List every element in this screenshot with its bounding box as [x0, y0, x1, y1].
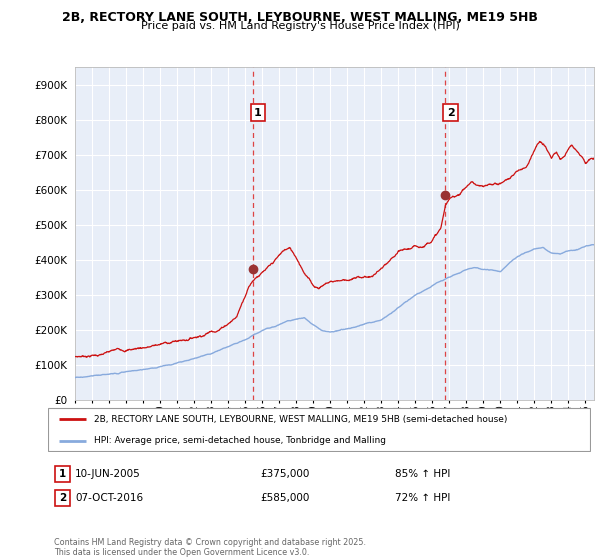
Text: 72% ↑ HPI: 72% ↑ HPI [395, 493, 450, 503]
Text: £585,000: £585,000 [261, 493, 310, 503]
Text: £375,000: £375,000 [261, 469, 310, 479]
Text: 85% ↑ HPI: 85% ↑ HPI [395, 469, 450, 479]
Text: 10-JUN-2005: 10-JUN-2005 [75, 469, 141, 479]
Text: 2: 2 [446, 108, 454, 118]
FancyBboxPatch shape [48, 408, 590, 451]
Text: 2B, RECTORY LANE SOUTH, LEYBOURNE, WEST MALLING, ME19 5HB: 2B, RECTORY LANE SOUTH, LEYBOURNE, WEST … [62, 11, 538, 24]
Text: 2: 2 [59, 493, 66, 503]
Text: 1: 1 [254, 108, 262, 118]
Text: 07-OCT-2016: 07-OCT-2016 [75, 493, 143, 503]
Text: Price paid vs. HM Land Registry's House Price Index (HPI): Price paid vs. HM Land Registry's House … [140, 21, 460, 31]
Text: 1: 1 [59, 469, 66, 479]
FancyBboxPatch shape [55, 490, 70, 506]
Text: 2B, RECTORY LANE SOUTH, LEYBOURNE, WEST MALLING, ME19 5HB (semi-detached house): 2B, RECTORY LANE SOUTH, LEYBOURNE, WEST … [94, 415, 508, 424]
FancyBboxPatch shape [55, 466, 70, 482]
Text: HPI: Average price, semi-detached house, Tonbridge and Malling: HPI: Average price, semi-detached house,… [94, 436, 386, 445]
Text: Contains HM Land Registry data © Crown copyright and database right 2025.
This d: Contains HM Land Registry data © Crown c… [54, 538, 366, 557]
